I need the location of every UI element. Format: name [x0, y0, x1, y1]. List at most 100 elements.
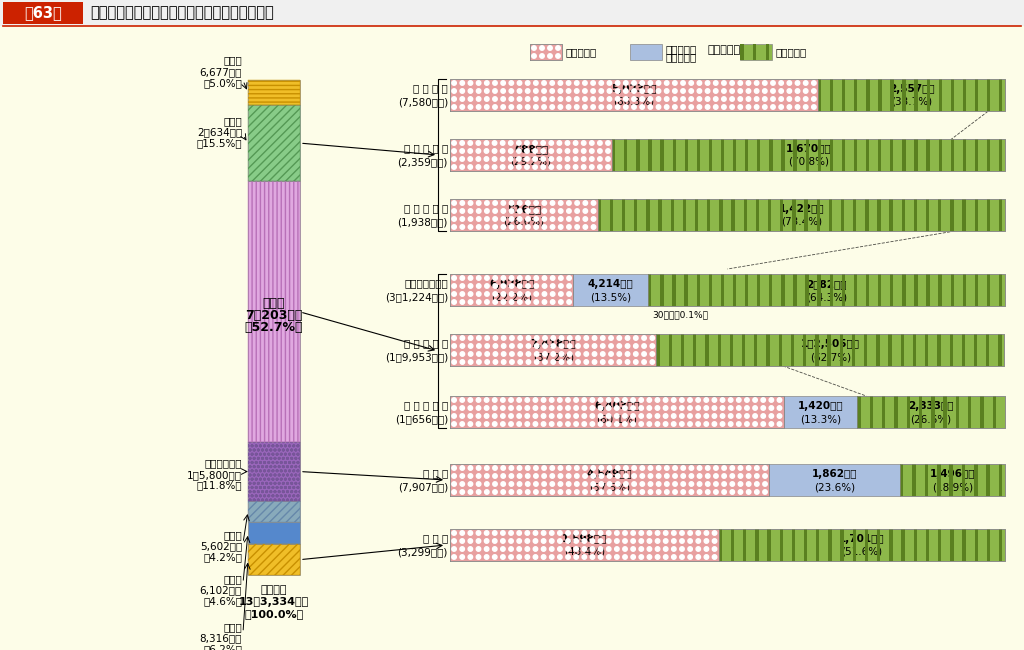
Circle shape — [509, 466, 514, 470]
Circle shape — [542, 105, 546, 109]
Bar — [450, 464, 769, 496]
Circle shape — [624, 105, 628, 109]
Circle shape — [650, 352, 654, 356]
Circle shape — [730, 489, 734, 494]
Circle shape — [468, 276, 473, 280]
Circle shape — [541, 149, 546, 153]
Circle shape — [681, 105, 685, 109]
Circle shape — [722, 105, 726, 109]
Bar — [939, 79, 942, 111]
Circle shape — [556, 46, 560, 50]
Circle shape — [548, 46, 552, 50]
Circle shape — [614, 422, 620, 426]
Circle shape — [534, 105, 538, 109]
Circle shape — [476, 398, 480, 402]
Circle shape — [460, 482, 465, 486]
Circle shape — [812, 89, 816, 93]
Circle shape — [672, 547, 676, 551]
Circle shape — [713, 547, 717, 551]
Circle shape — [509, 105, 514, 109]
Circle shape — [787, 97, 792, 101]
Circle shape — [517, 225, 522, 229]
Circle shape — [590, 149, 594, 153]
Circle shape — [501, 531, 505, 535]
Text: (7,907億円): (7,907億円) — [397, 482, 449, 492]
Bar — [857, 396, 1005, 428]
Circle shape — [664, 539, 668, 543]
Circle shape — [696, 531, 700, 535]
Bar — [248, 181, 300, 443]
Circle shape — [509, 300, 514, 304]
Circle shape — [452, 466, 457, 470]
Circle shape — [525, 482, 530, 486]
Bar — [783, 396, 857, 428]
Circle shape — [551, 336, 555, 340]
Circle shape — [476, 406, 480, 410]
Text: (70.8%): (70.8%) — [788, 157, 829, 167]
Circle shape — [696, 547, 700, 551]
Circle shape — [534, 209, 539, 213]
Circle shape — [509, 539, 513, 543]
Circle shape — [680, 398, 684, 402]
Bar — [684, 274, 688, 306]
Bar — [974, 334, 977, 366]
Bar — [963, 274, 966, 306]
Bar — [248, 105, 300, 181]
Circle shape — [502, 336, 506, 340]
Circle shape — [712, 398, 717, 402]
Circle shape — [689, 89, 693, 93]
Circle shape — [632, 482, 636, 486]
Bar — [721, 274, 724, 306]
Circle shape — [575, 359, 581, 364]
Bar — [695, 199, 698, 231]
Circle shape — [542, 81, 546, 85]
Text: (26.6%): (26.6%) — [910, 414, 951, 424]
Bar — [992, 396, 996, 428]
Bar — [950, 79, 954, 111]
Circle shape — [753, 406, 758, 410]
Circle shape — [812, 81, 816, 85]
Circle shape — [468, 547, 473, 551]
Circle shape — [493, 474, 498, 478]
Bar — [744, 274, 749, 306]
Circle shape — [631, 414, 635, 418]
Circle shape — [534, 97, 538, 101]
Circle shape — [673, 105, 677, 109]
Circle shape — [501, 209, 506, 213]
Circle shape — [476, 474, 481, 478]
Circle shape — [476, 482, 481, 486]
Circle shape — [501, 489, 506, 494]
Circle shape — [468, 414, 473, 418]
Bar — [878, 199, 881, 231]
Bar — [975, 79, 978, 111]
Bar — [450, 334, 656, 366]
Circle shape — [566, 216, 571, 221]
Text: (18.9%): (18.9%) — [932, 482, 973, 492]
Circle shape — [746, 105, 751, 109]
Circle shape — [642, 336, 646, 340]
Circle shape — [696, 422, 700, 426]
Circle shape — [476, 141, 480, 145]
Circle shape — [502, 352, 506, 356]
Circle shape — [525, 225, 530, 229]
Bar — [622, 199, 626, 231]
Circle shape — [599, 89, 603, 93]
Bar — [248, 443, 300, 500]
Circle shape — [468, 105, 473, 109]
Circle shape — [551, 276, 555, 280]
Circle shape — [493, 547, 497, 551]
Circle shape — [626, 336, 630, 340]
Circle shape — [583, 97, 587, 101]
Circle shape — [452, 300, 457, 304]
Bar — [998, 464, 1002, 496]
Circle shape — [559, 276, 563, 280]
Circle shape — [501, 89, 506, 93]
Bar — [248, 544, 300, 575]
Circle shape — [542, 539, 546, 543]
Circle shape — [656, 474, 660, 478]
Circle shape — [606, 149, 610, 153]
Circle shape — [525, 531, 529, 535]
Text: 負　担　金: 負 担 金 — [666, 52, 697, 62]
Circle shape — [542, 474, 547, 478]
Circle shape — [542, 89, 546, 93]
